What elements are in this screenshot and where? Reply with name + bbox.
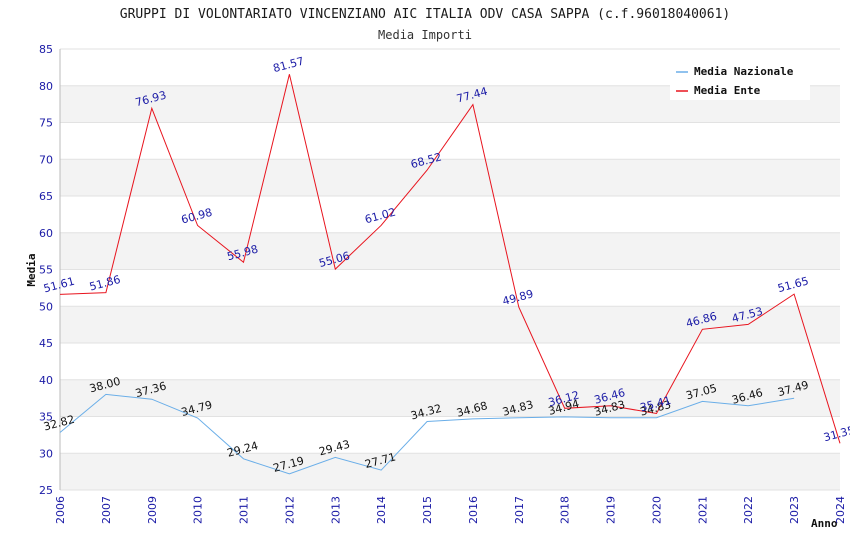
x-tick-label: 2011 xyxy=(238,496,251,524)
x-tick-label: 2014 xyxy=(375,496,388,524)
x-tick-label: 2017 xyxy=(513,496,526,524)
series-line-media-nazionale xyxy=(59,393,795,475)
legend: Media Nazionale Media Ente xyxy=(670,60,810,100)
y-tick-label: 60 xyxy=(39,227,53,240)
x-tick-label: 2022 xyxy=(742,496,755,524)
x-tick-label: 2020 xyxy=(650,496,663,524)
grid-band xyxy=(60,453,840,490)
data-label: 31.35 xyxy=(822,424,850,445)
y-tick-label: 65 xyxy=(39,190,53,203)
x-tick-label: 2018 xyxy=(559,496,572,524)
y-axis-label: Media xyxy=(25,253,38,286)
gridlines xyxy=(60,48,840,491)
grid-band xyxy=(60,379,840,417)
data-label: 51.61 xyxy=(42,275,76,296)
y-tick-label: 50 xyxy=(39,300,53,313)
x-tick-label: 2006 xyxy=(54,496,67,524)
y-tick-label: 85 xyxy=(39,43,53,56)
y-tick-label: 70 xyxy=(39,153,53,166)
grid-band xyxy=(60,306,840,343)
x-tick-label: 2019 xyxy=(605,496,618,524)
legend-label-media-nazionale: Media Nazionale xyxy=(694,65,794,78)
x-tick-label: 2012 xyxy=(283,496,296,524)
x-tick-label: 2016 xyxy=(467,496,480,524)
x-tick-label: 2023 xyxy=(788,496,801,524)
x-tick-label: 2009 xyxy=(146,496,159,524)
legend-box xyxy=(670,60,810,100)
y-tick-label: 45 xyxy=(39,337,53,350)
data-label: 81.57 xyxy=(272,54,306,75)
x-tick-label: 2024 xyxy=(834,496,847,524)
y-tick-label: 80 xyxy=(39,80,53,93)
x-tick-label: 2007 xyxy=(100,496,113,524)
x-tick-label: 2010 xyxy=(192,496,205,524)
x-tick-label: 2013 xyxy=(329,496,342,524)
x-axis-ticks: 2006 2007 2009 2010 2011 2012 2013 2014 2015 2016… xyxy=(54,496,847,524)
data-label: 51.86 xyxy=(88,273,122,294)
y-tick-label: 35 xyxy=(39,411,53,424)
legend-label-media-ente: Media Ente xyxy=(694,84,761,97)
y-tick-label: 40 xyxy=(39,374,53,387)
data-label: 51.65 xyxy=(776,274,810,295)
chart-subtitle: Media Importi xyxy=(378,28,472,42)
y-tick-label: 30 xyxy=(39,447,53,460)
series-line-media-ente xyxy=(59,74,841,444)
x-tick-label: 2015 xyxy=(421,496,434,524)
chart-title: GRUPPI DI VOLONTARIATO VINCENZIANO AIC I… xyxy=(120,7,730,22)
data-label: 61.02 xyxy=(363,206,397,227)
grid-bands xyxy=(60,85,840,490)
x-tick-label: 2021 xyxy=(696,496,709,524)
y-axis-ticks: 25 30 35 40 45 50 55 60 65 70 75 80 85 xyxy=(39,43,53,497)
y-tick-label: 25 xyxy=(39,484,53,497)
y-tick-label: 55 xyxy=(39,264,53,277)
grid-band xyxy=(60,159,840,196)
y-tick-label: 75 xyxy=(39,117,53,130)
series-lines xyxy=(59,74,841,475)
grid-band xyxy=(60,232,840,270)
x-axis-label: Anno xyxy=(811,517,838,530)
